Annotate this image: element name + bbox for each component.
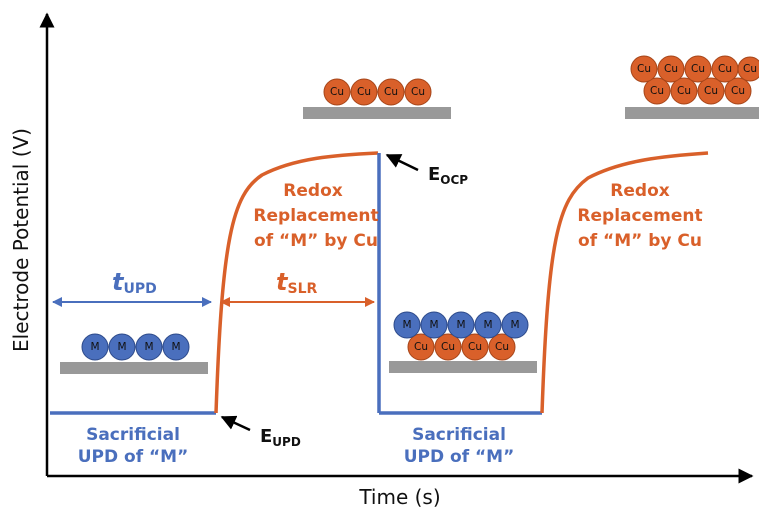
redox-replacement-label-2: Redox Replacement of “M” by Cu [577, 181, 702, 251]
cu-atom: Cu [323, 78, 351, 106]
substrate [303, 107, 451, 119]
e-upd-annotation: EUPD [220, 415, 301, 449]
electrode-m-monolayer: M M M M [60, 333, 208, 374]
slr-curve-2 [540, 151, 709, 414]
x-axis-label: Time (s) [358, 485, 440, 509]
svg-text:Cu: Cu [677, 85, 691, 97]
svg-text:M: M [429, 319, 438, 331]
cu-atom: Cu [404, 78, 432, 106]
svg-text:M: M [171, 341, 180, 353]
svg-text:Cu: Cu [414, 341, 428, 353]
svg-text:M: M [144, 341, 153, 353]
cu-atom: Cu [434, 333, 462, 361]
m-atom: M [81, 333, 109, 361]
e-ocp-label: EOCP [428, 164, 468, 187]
m-atom: M [447, 311, 475, 339]
m-atom: M [108, 333, 136, 361]
cu-atom: Cu [684, 55, 712, 83]
svg-text:M: M [402, 319, 411, 331]
cu-atom: Cu [697, 77, 725, 105]
sacrificial-label-line1: Sacrificial [86, 425, 180, 445]
svg-text:Cu: Cu [411, 86, 425, 98]
electrode-cu-monolayer: Cu Cu Cu Cu [303, 78, 451, 119]
redox-label-line3: of “M” by Cu [578, 231, 702, 251]
cu-atom: Cu [630, 55, 658, 83]
redox-label-line2: Replacement [577, 206, 702, 226]
cu-atom: Cu [724, 77, 752, 105]
cu-atom: Cu [350, 78, 378, 106]
e-upd-pointer [220, 415, 251, 432]
svg-text:Cu: Cu [718, 63, 732, 75]
redox-label-line2: Replacement [253, 206, 378, 226]
svg-text:Cu: Cu [441, 341, 455, 353]
svg-text:M: M [117, 341, 126, 353]
svg-text:Cu: Cu [637, 63, 651, 75]
svg-text:M: M [456, 319, 465, 331]
substrate [60, 362, 208, 374]
m-atom: M [501, 311, 529, 339]
substrate [389, 361, 537, 373]
t-slr-interval: tSLR [220, 268, 375, 307]
svg-text:M: M [510, 319, 519, 331]
cu-atom: Cu [643, 77, 671, 105]
svg-text:Cu: Cu [731, 85, 745, 97]
cu-atom: Cu [670, 77, 698, 105]
svg-text:M: M [483, 319, 492, 331]
e-ocp-pointer [385, 153, 419, 172]
cu-atom: Cu [488, 333, 516, 361]
sacrificial-upd-label-1: Sacrificial UPD of “M” [78, 425, 189, 467]
svg-text:Cu: Cu [691, 63, 705, 75]
svg-text:Cu: Cu [704, 85, 718, 97]
svg-text:Cu: Cu [330, 86, 344, 98]
m-atom: M [474, 311, 502, 339]
electrode-m-on-cu: Cu Cu Cu Cu M M M M M [389, 311, 537, 373]
svg-text:Cu: Cu [664, 63, 678, 75]
svg-text:Cu: Cu [357, 86, 371, 98]
svg-text:Cu: Cu [495, 341, 509, 353]
sacrificial-label-line1: Sacrificial [412, 425, 506, 445]
m-atom: M [393, 311, 421, 339]
axes: Electrode Potential (V) Time (s) [9, 12, 754, 509]
svg-text:Cu: Cu [468, 341, 482, 353]
electrode-cu-bilayer: Cu Cu Cu Cu Cu Cu Cu Cu Cu [625, 55, 759, 119]
m-atom: M [420, 311, 448, 339]
cu-atom: Cu [737, 56, 759, 82]
redox-label-line1: Redox [610, 181, 669, 201]
t-slr-label: tSLR [276, 268, 317, 297]
substrate [625, 107, 759, 119]
cu-atom: Cu [657, 55, 685, 83]
cu-atom: Cu [407, 333, 435, 361]
sacrificial-upd-label-2: Sacrificial UPD of “M” [404, 425, 515, 467]
sacrificial-label-line2: UPD of “M” [404, 447, 515, 467]
cu-atom: Cu [711, 55, 739, 83]
e-ocp-annotation: EOCP [385, 153, 468, 187]
svg-text:Cu: Cu [384, 86, 398, 98]
sacrificial-label-line2: UPD of “M” [78, 447, 189, 467]
svg-text:M: M [90, 341, 99, 353]
t-upd-interval: tUPD [52, 268, 212, 307]
redox-label-line3: of “M” by Cu [254, 231, 378, 251]
svg-text:Cu: Cu [650, 85, 664, 97]
cu-atom: Cu [377, 78, 405, 106]
e-upd-label: EUPD [260, 426, 301, 449]
svg-text:Cu: Cu [743, 63, 757, 75]
m-atom: M [162, 333, 190, 361]
cu-atom: Cu [461, 333, 489, 361]
redox-replacement-label-1: Redox Replacement of “M” by Cu [253, 181, 378, 251]
m-atom: M [135, 333, 163, 361]
redox-label-line1: Redox [283, 181, 342, 201]
t-upd-label: tUPD [112, 268, 157, 297]
y-axis-label: Electrode Potential (V) [9, 128, 33, 352]
